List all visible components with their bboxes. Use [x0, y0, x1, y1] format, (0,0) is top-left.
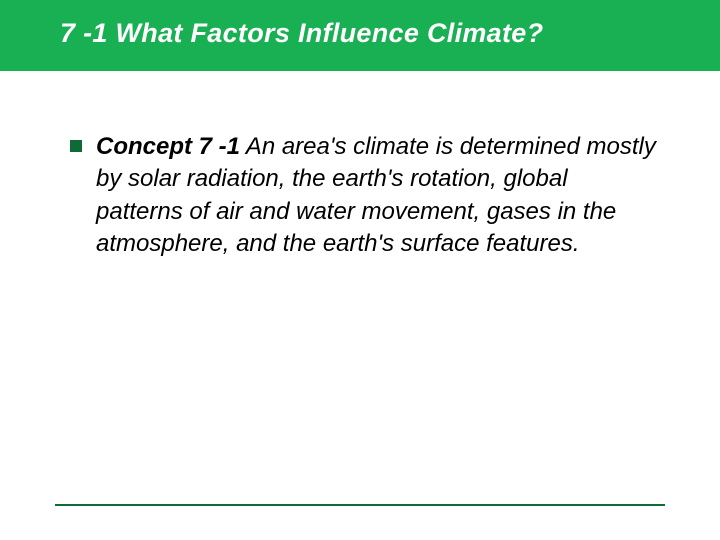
slide-title: 7 -1 What Factors Influence Climate? [60, 18, 680, 49]
bullet-item: Concept 7 -1 An area's climate is determ… [70, 131, 660, 261]
square-bullet-icon [70, 140, 82, 152]
concept-text: Concept 7 -1 An area's climate is determ… [96, 131, 660, 261]
concept-label: Concept 7 -1 [96, 133, 240, 160]
content-area: Concept 7 -1 An area's climate is determ… [0, 71, 720, 261]
bottom-divider [55, 504, 665, 506]
title-bar: 7 -1 What Factors Influence Climate? [0, 0, 720, 71]
